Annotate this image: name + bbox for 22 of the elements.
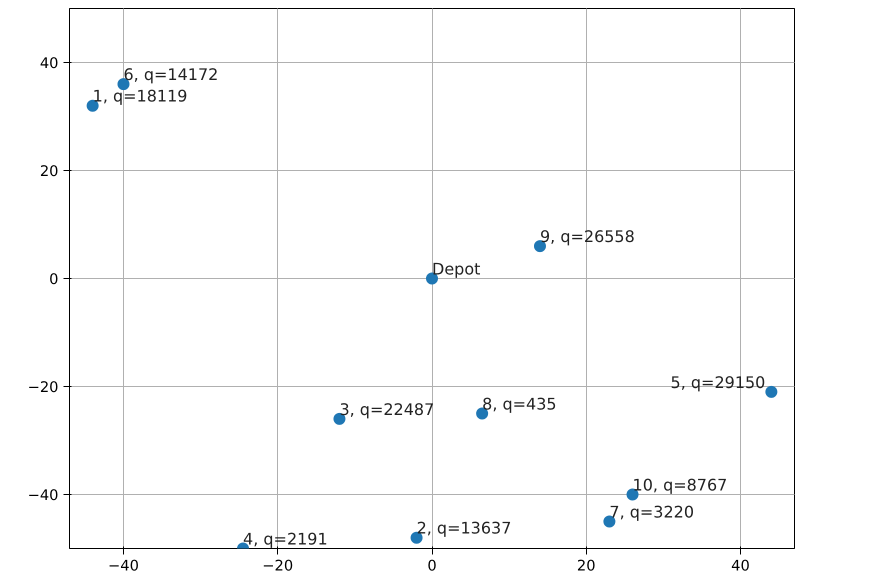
point	[765, 386, 778, 398]
annotation: 5, q=29150	[670, 372, 766, 392]
x-tick-label: −20	[262, 558, 294, 574]
x-tick-label: −40	[108, 558, 139, 574]
annotation: Depot	[432, 260, 480, 278]
y-tick-label: 0	[49, 271, 59, 288]
annotation: 6, q=14172	[123, 65, 218, 84]
x-tick-label: 0	[427, 558, 437, 574]
y-tick-label: −20	[28, 379, 59, 396]
y-tick-label: 20	[40, 163, 59, 180]
annotation: 8, q=435	[482, 394, 557, 414]
annotation: 7, q=3220	[609, 502, 694, 522]
annotation: 9, q=26558	[540, 227, 635, 246]
annotation: 3, q=22487	[339, 400, 434, 419]
y-tick-label: −40	[28, 487, 59, 504]
x-tick-label: 20	[576, 558, 596, 574]
annotation: 4, q=2191	[243, 530, 328, 548]
x-tick-label: 40	[731, 558, 750, 574]
annotation: 10, q=8767	[632, 476, 728, 494]
y-tick-label: 40	[40, 55, 59, 72]
annotation: 2, q=13637	[416, 518, 512, 538]
annotation: 1, q=18119	[92, 86, 188, 106]
